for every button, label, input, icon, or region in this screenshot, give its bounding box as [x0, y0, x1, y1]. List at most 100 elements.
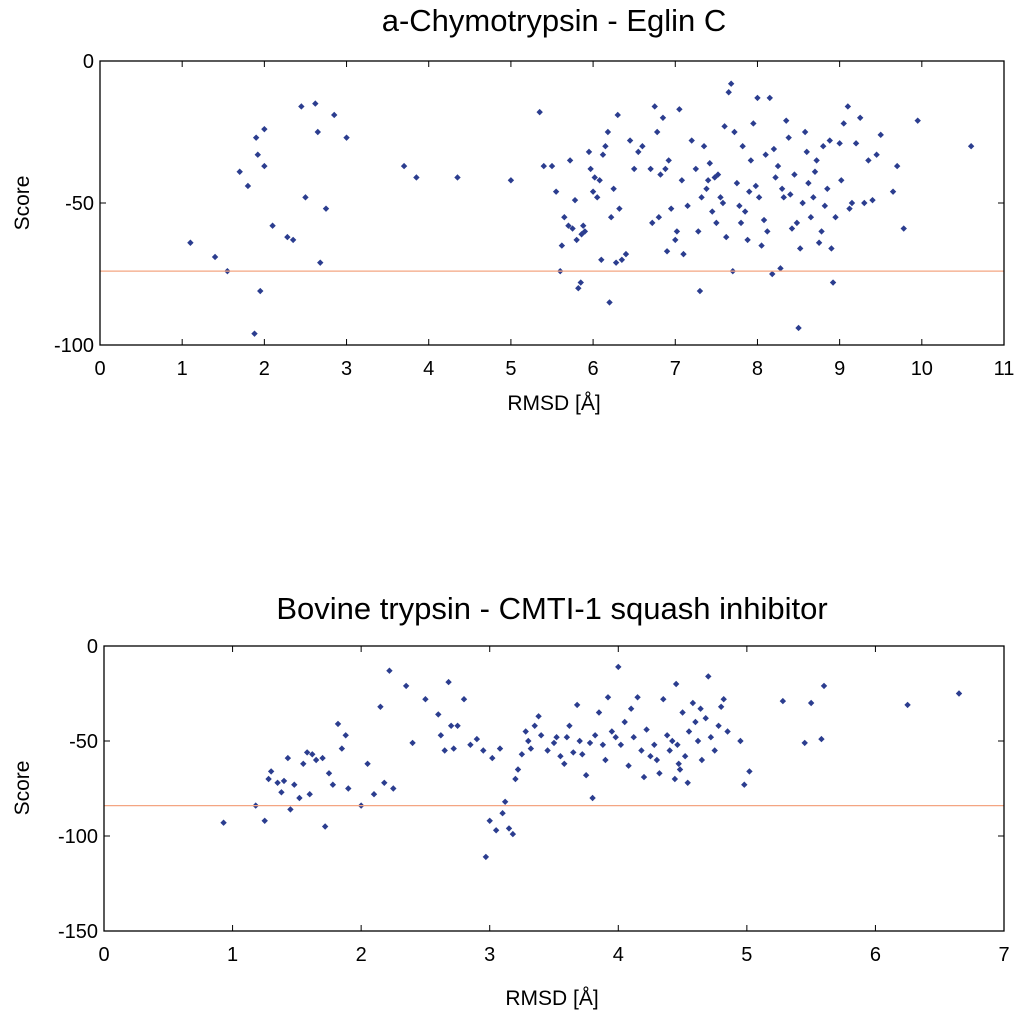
plot1-point-162 [869, 196, 876, 204]
plot1-point-144 [818, 228, 825, 235]
plot1-point-81 [684, 202, 691, 210]
plot2-point-83 [608, 728, 616, 735]
plot1-point-29 [552, 188, 560, 195]
plot2-point-77 [589, 794, 596, 802]
plot2-axes-frame [103, 645, 1005, 932]
plot1-point-61 [626, 137, 634, 144]
plot1-point-11 [269, 222, 276, 229]
plot2-point-82 [604, 694, 612, 701]
plot1-point-59 [618, 256, 626, 263]
plot2-point-92 [638, 747, 645, 754]
plot2-point-127 [746, 768, 753, 775]
plot2-point-56 [514, 766, 522, 773]
plot1-xtick-label-2: 2 [259, 358, 270, 380]
plot1-point-147 [824, 185, 831, 192]
plot1-point-158 [852, 140, 860, 147]
plot2-point-64 [544, 747, 551, 754]
plot1-point-15 [302, 194, 309, 201]
plot2-point-74 [579, 751, 586, 758]
plot1-point-19 [322, 205, 330, 212]
plot1-point-5 [251, 330, 258, 337]
plot2-point-52 [501, 798, 509, 805]
plot2-ytick-label-3: 0 [87, 636, 98, 658]
plot1-xtick-label-1: 1 [177, 358, 188, 380]
plot2-point-22 [338, 745, 346, 752]
plot1-point-134 [796, 245, 804, 252]
plot2-point-17 [319, 754, 326, 762]
plot2-point-34 [422, 696, 429, 703]
plot1-xtick-label-10: 10 [911, 358, 933, 380]
plot2-point-129 [801, 739, 808, 747]
plot1-xtick-label-0: 0 [94, 358, 105, 380]
plot2-point-108 [679, 709, 686, 716]
plot2-point-76 [586, 739, 594, 747]
plot2-point-27 [370, 791, 378, 798]
plot1-point-154 [840, 120, 847, 127]
plot2-point-122 [717, 703, 725, 710]
plot1-xtick-label-6: 6 [588, 358, 599, 380]
plot2-point-88 [625, 762, 632, 769]
plot1-point-78 [676, 106, 683, 113]
plot1-point-121 [770, 145, 778, 153]
plot2-point-133 [904, 701, 911, 709]
plot2-point-97 [653, 756, 661, 764]
plot2-xtick-label-3: 3 [484, 944, 495, 966]
plot2-point-32 [402, 682, 410, 690]
plot2-x-axis-label: RMSD [Å] [505, 987, 598, 1010]
plot1-point-116 [760, 216, 768, 224]
plot2-point-48 [489, 754, 496, 762]
plot2-point-117 [702, 715, 709, 722]
plot1-point-8 [257, 287, 264, 295]
plot1-point-155 [844, 103, 852, 110]
plot1-ytick-label-0: -100 [54, 335, 94, 357]
plot1-point-165 [889, 188, 897, 195]
plot1-point-169 [967, 143, 975, 150]
plot2-point-42 [460, 696, 468, 703]
plot2-point-49 [492, 827, 500, 834]
plot2-point-78 [591, 732, 599, 739]
plot2-point-95 [647, 753, 654, 760]
plot1-point-57 [614, 111, 621, 119]
plot2-xtick-label-0: 0 [98, 944, 109, 966]
plot2-xtick-label-1: 1 [227, 944, 238, 966]
plot1-point-58 [616, 205, 623, 212]
plot2-point-19 [325, 770, 333, 777]
plot1-point-107 [741, 208, 749, 215]
plot1-point-17 [314, 128, 321, 136]
plot1-point-136 [801, 128, 809, 136]
plot1-point-91 [709, 208, 716, 215]
plot2-point-101 [666, 747, 673, 754]
plot1-point-28 [548, 162, 556, 170]
plot1-title: a-Chymotrypsin - Eglin C [382, 3, 727, 38]
plot1-point-148 [826, 137, 833, 144]
plot1-point-24 [454, 174, 461, 181]
plot1-point-108 [744, 236, 751, 244]
plot1-point-127 [783, 117, 790, 124]
plot2-point-98 [656, 770, 663, 777]
plot2-point-100 [663, 732, 671, 739]
plot1-point-92 [711, 174, 718, 181]
plot2-point-21 [334, 720, 342, 728]
plot1-point-47 [594, 194, 601, 201]
plot1-point-13 [289, 236, 297, 244]
plot1-xtick-label-8: 8 [752, 358, 763, 380]
plot1-point-22 [400, 162, 408, 170]
plot2-point-79 [595, 709, 603, 716]
plot2-point-53 [505, 825, 513, 832]
plot1-point-106 [739, 143, 746, 150]
plot2-point-15 [309, 751, 316, 758]
plot1-point-166 [893, 162, 901, 170]
plot1-point-112 [752, 182, 760, 190]
plot2-point-120 [711, 747, 718, 754]
plot2-point-102 [669, 737, 676, 745]
plot2-point-115 [697, 705, 704, 712]
plot2-point-38 [445, 678, 452, 686]
plot1-point-142 [813, 157, 820, 164]
plot2-point-104 [672, 680, 680, 688]
plot2-point-59 [525, 737, 532, 745]
plot2-point-40 [450, 745, 457, 752]
plot1-point-31 [558, 242, 566, 249]
plot1-point-18 [317, 259, 324, 266]
plot1-point-14 [298, 103, 305, 110]
plot2-point-123 [720, 696, 727, 703]
